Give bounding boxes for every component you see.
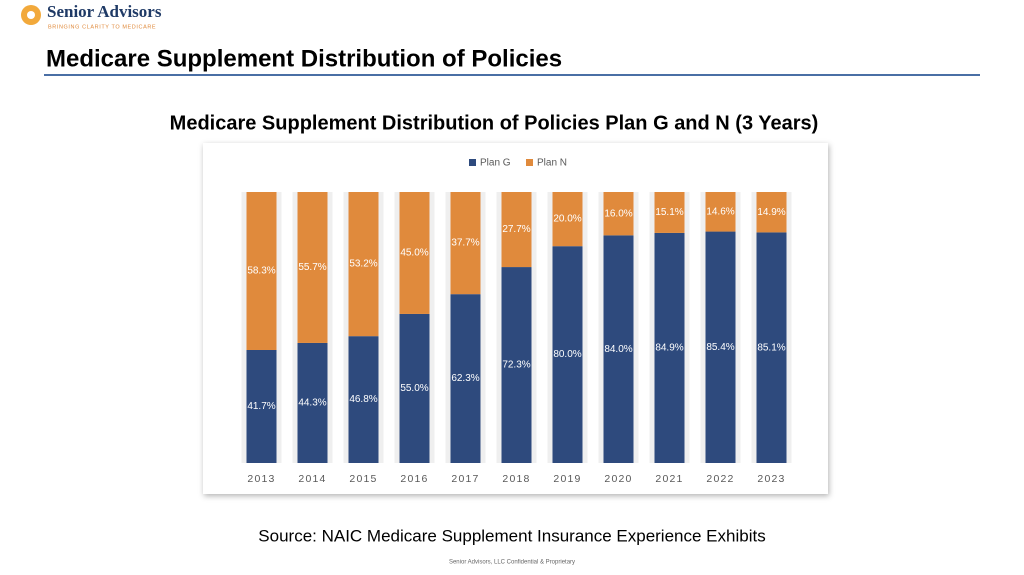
x-tick-label: 2022 [706, 473, 734, 485]
bar-segment [297, 342, 328, 463]
value-label: 14.6% [706, 206, 734, 217]
bar-segment [552, 246, 583, 463]
bar-segment [399, 192, 430, 314]
bar-segment [348, 192, 379, 337]
value-label: 46.8% [349, 394, 377, 405]
x-tick-label: 2014 [298, 473, 326, 485]
x-tick-label: 2018 [502, 473, 530, 485]
bar-segment [501, 267, 532, 463]
legend-label: Plan G [480, 158, 511, 169]
x-tick-label: 2021 [655, 473, 683, 485]
bar-segment [756, 192, 787, 233]
value-label: 14.9% [757, 207, 785, 218]
value-label: 53.2% [349, 259, 377, 270]
x-tick-label: 2019 [553, 473, 581, 485]
bar-segment [501, 192, 532, 268]
bar-segment [246, 349, 277, 463]
bar-segment [348, 336, 379, 463]
slide-title: Medicare Supplement Distribution of Poli… [46, 45, 562, 72]
legend-label: Plan N [537, 158, 567, 169]
bar-segment [705, 231, 736, 463]
value-label: 85.4% [706, 342, 734, 353]
x-tick-label: 2015 [349, 473, 377, 485]
bar-segment [450, 294, 481, 463]
bar-segment [756, 232, 787, 463]
value-label: 58.3% [247, 266, 275, 277]
source-note: Source: NAIC Medicare Supplement Insuran… [258, 526, 765, 545]
bar-segment [705, 192, 736, 232]
value-label: 55.0% [400, 383, 428, 394]
value-label: 37.7% [451, 238, 479, 249]
bar-segment [399, 313, 430, 463]
bar-segment [297, 192, 328, 343]
bar-segment [603, 192, 634, 236]
value-label: 62.3% [451, 373, 479, 384]
x-tick-label: 2020 [604, 473, 632, 485]
value-label: 55.7% [298, 262, 326, 273]
bar-segment [450, 192, 481, 295]
value-label: 27.7% [502, 224, 530, 235]
value-label: 84.0% [604, 344, 632, 355]
value-label: 20.0% [553, 214, 581, 225]
x-tick-label: 2017 [451, 473, 479, 485]
value-label: 45.0% [400, 248, 428, 259]
x-tick-label: 2013 [247, 473, 275, 485]
bar-segment [552, 192, 583, 247]
x-tick-label: 2023 [757, 473, 785, 485]
logo-tagline: BRINGING CLARITY TO MEDICARE [48, 24, 156, 30]
value-label: 80.0% [553, 349, 581, 360]
value-label: 84.9% [655, 343, 683, 354]
plot-area: Plan G Plan N 41.7% 58.3% 2013 44.3% 55.7% 2014… [241, 158, 792, 485]
value-label: 16.0% [604, 208, 632, 219]
legend-swatch [526, 159, 533, 166]
value-label: 72.3% [502, 360, 530, 371]
legend-swatch [469, 159, 476, 166]
value-label: 41.7% [247, 401, 275, 412]
bar-segment [654, 232, 685, 463]
logo-icon-center [27, 11, 35, 19]
bar-segment [603, 235, 634, 463]
value-label: 85.1% [757, 342, 785, 353]
logo: Senior Advisors BRINGING CLARITY TO MEDI… [21, 2, 162, 30]
value-label: 44.3% [298, 398, 326, 409]
x-tick-label: 2016 [400, 473, 428, 485]
chart-title: Medicare Supplement Distribution of Poli… [170, 112, 819, 134]
value-label: 15.1% [655, 207, 683, 218]
footer: Senior Advisors, LLC Confidential & Prop… [449, 560, 575, 566]
bar-segment [654, 192, 685, 233]
bar-segment [246, 192, 277, 350]
logo-name: Senior Advisors [47, 2, 162, 21]
